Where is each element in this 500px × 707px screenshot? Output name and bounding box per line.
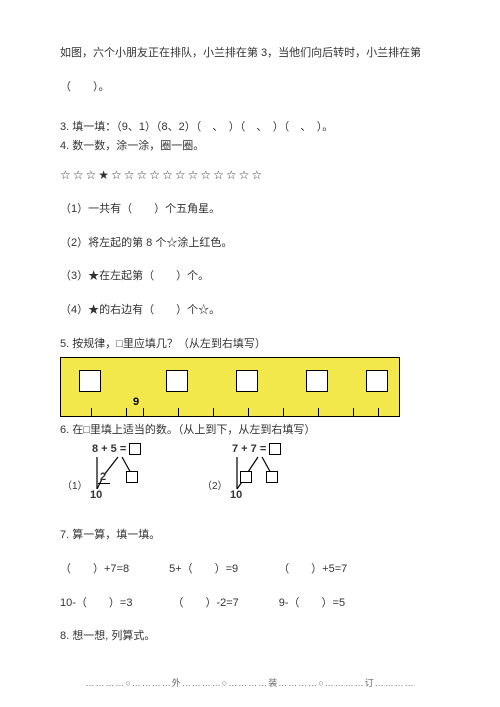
- tree1-a: 8: [92, 443, 98, 455]
- ruler-square-0[interactable]: [79, 370, 101, 392]
- ruler-tick-8: [353, 408, 354, 416]
- q7-r1-b: 5+（ ）=9: [169, 561, 238, 579]
- ruler-tick-1: [126, 408, 127, 416]
- q8-label: 8. 想一想, 列算式。: [60, 628, 440, 646]
- tree2-a: 7: [232, 443, 238, 455]
- tree-1: （1） 8 + 5 = 2 10: [80, 443, 160, 513]
- ruler-square-4[interactable]: [366, 370, 388, 392]
- ruler-tick-2: [143, 408, 144, 416]
- footer-leader: …………○…………外…………○…………装…………○…………订…………: [60, 676, 440, 689]
- ruler-tick-5: [248, 408, 249, 416]
- tree2-left-box[interactable]: [240, 471, 252, 483]
- q6-label: 6. 在□里填上适当的数。（从上到下，从左到右填写）: [60, 421, 440, 437]
- tree1-left-num: 2: [100, 471, 106, 483]
- q7-r2-c: 9-（ ）=5: [279, 595, 345, 613]
- tree2-bottom-num: 10: [230, 489, 242, 501]
- q5-label: 5. 按规律，□里应填几？（从左到右填写）: [60, 335, 440, 351]
- q4-sub1: （1）一共有（ ）个五角星。: [60, 201, 440, 219]
- ruler-tick-7: [318, 408, 319, 416]
- ruler-tick-9: [378, 408, 379, 416]
- tree2-result-box[interactable]: [269, 443, 281, 455]
- q7-row1: （ ）+7=8 5+（ ）=9 （ ）+5=7: [60, 561, 440, 579]
- ruler-square-1[interactable]: [166, 370, 188, 392]
- ruler-square-3[interactable]: [306, 370, 328, 392]
- q4-sub4: （4）★的右边有（ ）个☆。: [60, 302, 440, 320]
- intro-line-2: （ ）。: [60, 79, 440, 97]
- q7-r2-a: 10-（ ）=3: [60, 595, 132, 613]
- ruler-square-2[interactable]: [236, 370, 258, 392]
- tree1-bottom-num: 10: [90, 489, 102, 501]
- q4-sub3: （3）★在左起第（ ）个。: [60, 268, 440, 286]
- q7-row2: 10-（ ）=3 （ ）-2=7 9-（ ）=5: [60, 595, 440, 613]
- tree-2: （2） 7 + 7 = 10: [220, 443, 300, 513]
- tree1-right-box[interactable]: [126, 471, 138, 483]
- tree1-underline: [98, 483, 110, 484]
- q4-label: 4. 数一数，涂一涂，圈一圈。: [60, 138, 440, 156]
- ruler-label-9: 9: [133, 396, 139, 408]
- intro-line-1: 如图，六个小朋友正在排队，小兰排在第 3，当他们向后转时，小兰排在第: [60, 45, 440, 63]
- tree2-right-box[interactable]: [266, 471, 278, 483]
- ruler-tick-0: [91, 408, 92, 416]
- q7-label: 7. 算一算，填一填。: [60, 527, 440, 545]
- q4-stars: ☆☆☆★☆☆☆☆☆☆☆☆☆☆☆☆: [60, 166, 440, 185]
- ruler-tick-3: [178, 408, 179, 416]
- ruler-tick-4: [213, 408, 214, 416]
- tree1-result-box[interactable]: [129, 443, 141, 455]
- q7-r1-c: （ ）+5=7: [278, 561, 347, 579]
- ruler-tick-6: [283, 408, 284, 416]
- tree1-expr: 8 + 5 =: [92, 443, 141, 455]
- q7-r2-b: （ ）-2=7: [172, 595, 238, 613]
- q7-r1-a: （ ）+7=8: [60, 561, 129, 579]
- tree2-expr: 7 + 7 =: [232, 443, 281, 455]
- tree1-b: 5: [111, 443, 117, 455]
- ruler-diagram: 9: [60, 357, 400, 417]
- tree2-b: 7: [251, 443, 257, 455]
- q3-label: 3. 填一填：（9、1）（8、2）（ 、 ）（ 、 ）（ 、 ）。: [60, 118, 440, 134]
- q4-sub2: （2）将左起的第 8 个☆涂上红色。: [60, 235, 440, 253]
- tree-container: （1） 8 + 5 = 2 10 （2） 7 + 7 = 10: [80, 443, 440, 513]
